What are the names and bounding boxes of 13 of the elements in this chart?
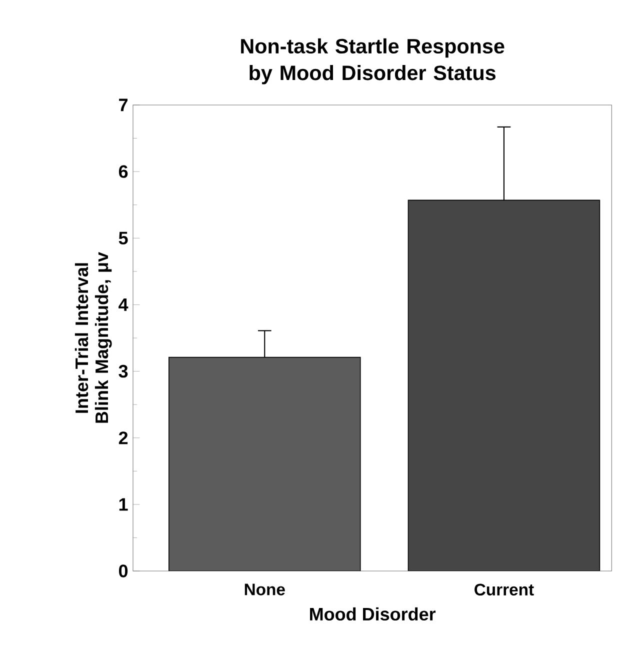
y-tick-label: 6	[118, 165, 128, 178]
y-tick-label: 7	[119, 98, 128, 112]
x-tick-label: Current	[474, 584, 534, 596]
y-tick-label: 4	[118, 298, 128, 311]
chart-title: Non-task Startle Response by Mood Disorder Status	[241, 38, 504, 84]
x-axis-title: Mood Disorder	[310, 607, 436, 621]
y-tick-label: 2	[118, 432, 128, 444]
y-axis-title: Inter-Trial Interval Blink Magnitude, μv	[74, 252, 112, 423]
x-tick-label: None	[244, 584, 285, 596]
y-tick-label: 3	[118, 364, 128, 378]
y-tick-label: 5	[118, 232, 128, 244]
y-tick-label: 0	[118, 564, 128, 578]
y-tick-label: 1	[119, 498, 128, 511]
